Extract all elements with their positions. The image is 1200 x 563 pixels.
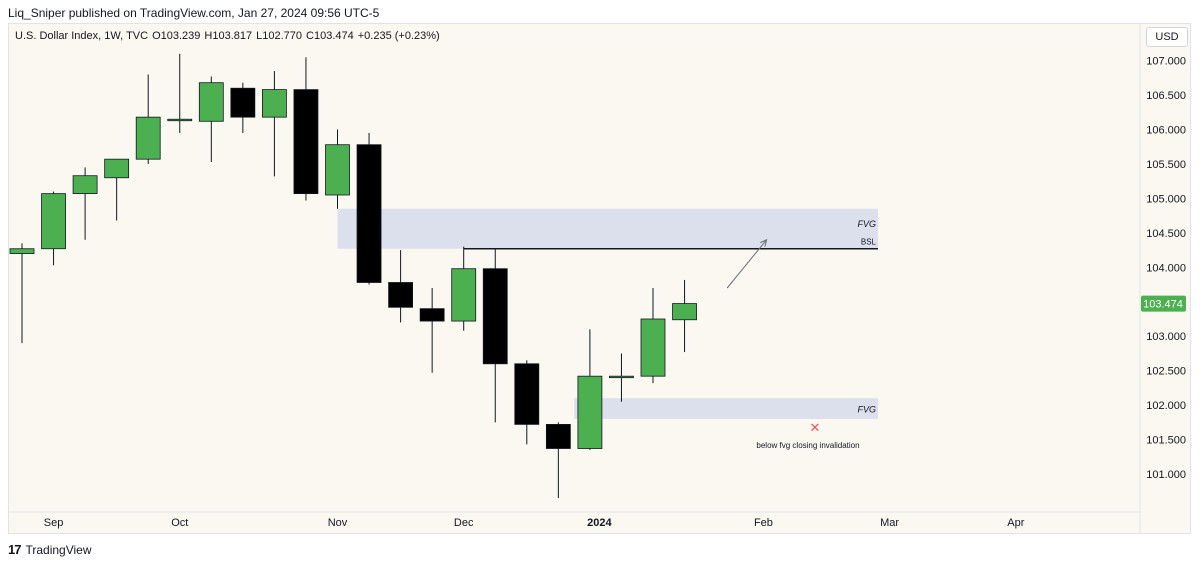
candle-body bbox=[672, 303, 697, 321]
bullish-candle bbox=[104, 158, 130, 221]
x-tick-label: Mar bbox=[880, 517, 899, 529]
candle-body bbox=[72, 175, 98, 195]
tradingview-logo: 17 TradingView bbox=[8, 542, 92, 557]
bsl-label: BSL bbox=[861, 238, 877, 247]
legend-close: C103.474 bbox=[306, 30, 354, 42]
last-price-tag bbox=[1141, 295, 1186, 312]
y-tick-label: 102.000 bbox=[1146, 400, 1186, 412]
x-tick-label: Dec bbox=[454, 517, 474, 529]
x-tick-label: 2024 bbox=[587, 517, 612, 529]
invalidation-note: below fvg closing invalidation bbox=[756, 441, 859, 450]
last-price-label: 103.474 bbox=[1143, 299, 1183, 311]
y-tick-label: 105.500 bbox=[1146, 159, 1186, 171]
publisher-line: Liq_Sniper published on TradingView.com,… bbox=[8, 6, 380, 20]
bullish-candle bbox=[167, 53, 193, 133]
projection-arrow-line bbox=[726, 239, 767, 289]
bullish-candle bbox=[325, 129, 350, 209]
fvg-label: FVG bbox=[857, 405, 876, 415]
y-tick-label: 106.000 bbox=[1146, 125, 1186, 137]
bullish-candle bbox=[41, 191, 66, 266]
bullish-candle bbox=[72, 167, 98, 240]
bullish-candle bbox=[577, 329, 603, 450]
x-tick-label: Nov bbox=[328, 517, 348, 529]
y-tick-label: 102.500 bbox=[1146, 366, 1186, 378]
candle-body bbox=[356, 144, 382, 283]
candle-body bbox=[419, 308, 445, 322]
candle-body bbox=[640, 318, 666, 377]
candle-body bbox=[482, 268, 508, 365]
bearish-candle bbox=[356, 133, 382, 285]
x-tick-label: Sep bbox=[44, 517, 64, 529]
candle-body bbox=[388, 282, 414, 308]
y-tick-label: 106.500 bbox=[1146, 90, 1186, 102]
bearish-candle bbox=[482, 248, 508, 423]
bullish-candle bbox=[640, 288, 666, 384]
candle-body bbox=[41, 193, 66, 250]
fvg-zone bbox=[574, 398, 878, 419]
bearish-candle bbox=[388, 250, 414, 323]
footer-brand: TradingView bbox=[25, 542, 92, 557]
candle-body bbox=[514, 363, 540, 425]
bullish-candle bbox=[672, 279, 697, 353]
x-tick-label: Apr bbox=[1007, 517, 1024, 529]
legend-low: L102.770 bbox=[256, 30, 303, 42]
bullish-candle bbox=[609, 353, 634, 402]
candle-body bbox=[104, 158, 130, 179]
bearish-candle bbox=[545, 422, 571, 499]
tradingview-logo-icon: 17 bbox=[8, 542, 22, 557]
legend-symbol: U.S. Dollar Index, 1W, TVC bbox=[15, 30, 149, 42]
candle-body bbox=[577, 375, 603, 449]
bearish-candle bbox=[514, 360, 540, 445]
projection-arrow-head bbox=[760, 238, 768, 247]
candle-body bbox=[261, 89, 287, 118]
x-tick-label: Oct bbox=[171, 517, 188, 529]
candle-body bbox=[198, 82, 224, 122]
y-tick-label: 104.000 bbox=[1146, 262, 1186, 274]
bearish-candle bbox=[293, 57, 319, 201]
y-tick-label: 105.000 bbox=[1146, 193, 1186, 205]
x-tick-label: Feb bbox=[754, 517, 773, 529]
candle-body bbox=[167, 118, 193, 122]
invalidation-x-icon: ✕ bbox=[810, 421, 821, 436]
currency-button[interactable]: USD bbox=[1146, 27, 1188, 47]
bullish-candle bbox=[261, 71, 287, 177]
y-tick-label: 107.000 bbox=[1146, 56, 1186, 68]
bullish-candle bbox=[198, 76, 224, 162]
chart-legend: U.S. Dollar Index, 1W, TVC O103.239 H103… bbox=[15, 30, 440, 42]
fvg-label: FVG bbox=[857, 219, 876, 229]
bullish-candle bbox=[135, 74, 161, 164]
candle-body bbox=[135, 116, 161, 160]
candle-body bbox=[545, 423, 571, 449]
y-tick-label: 104.500 bbox=[1146, 228, 1186, 240]
bearish-candle bbox=[230, 82, 256, 133]
legend-high: H103.817 bbox=[204, 30, 253, 42]
y-tick-label: 101.500 bbox=[1146, 435, 1186, 447]
bullish-candle bbox=[451, 246, 477, 331]
candle-body bbox=[293, 89, 319, 195]
candle-body bbox=[609, 375, 634, 379]
y-tick-label: 103.000 bbox=[1146, 331, 1186, 343]
candle-body bbox=[325, 144, 350, 196]
bullish-candle bbox=[9, 243, 35, 344]
legend-open: O103.239 bbox=[152, 30, 201, 42]
candle-body bbox=[451, 268, 477, 322]
candle-body bbox=[230, 87, 256, 118]
candle-body bbox=[9, 248, 35, 254]
legend-change: +0.235 (+0.23%) bbox=[357, 30, 440, 42]
bearish-candle bbox=[419, 288, 445, 373]
y-tick-label: 101.000 bbox=[1146, 469, 1186, 481]
fvg-zone bbox=[337, 208, 878, 249]
